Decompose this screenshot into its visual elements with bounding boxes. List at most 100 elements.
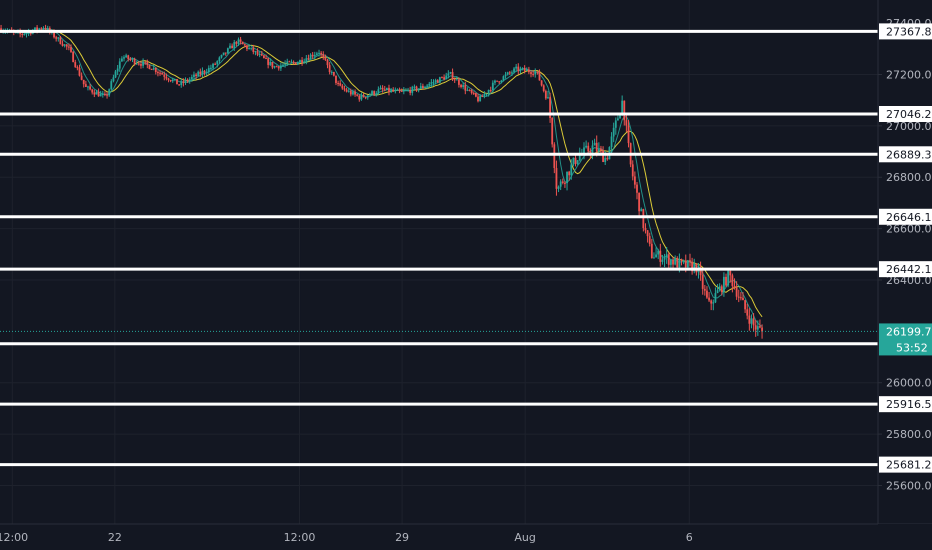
candle-body [739,297,742,299]
candle-body [320,52,323,55]
candle-body [506,72,509,75]
candle-body [445,75,448,80]
candle-body [267,58,270,65]
candle-body [657,250,660,255]
candle-body [108,89,111,96]
candle-body [443,77,446,80]
candle-body [229,45,231,49]
price-tick-label: 27000.0 [886,120,932,133]
horizontal-levels[interactable] [0,29,878,467]
candle-body [341,85,344,89]
candle-body [99,94,102,97]
candle-body [74,62,77,68]
candle-body [152,68,155,70]
level-tag-label: 26646.1 [886,211,932,224]
candle-body [129,59,132,61]
candle-body [500,80,503,83]
candle-body [265,58,267,60]
candle-body [328,65,331,73]
candle-body [339,83,342,86]
candle-body [214,63,217,65]
candle-body [72,51,75,63]
candle-body [436,80,439,83]
candle-body [574,157,577,164]
candle-body [449,72,452,74]
candle-body [392,89,395,92]
candle-body [481,96,484,98]
candle-body [303,61,306,63]
candle-body [63,44,66,46]
candle-body [729,270,732,276]
candle-body [235,42,238,44]
candle-body [288,61,291,63]
candle-body [294,62,297,65]
candle-body [663,257,666,260]
candle-body [34,27,36,31]
candle-body [133,58,136,64]
candle-body [417,88,420,91]
candle-body [585,145,588,148]
candle-body [394,89,397,92]
candle-body [477,96,479,102]
candle-body [220,54,223,58]
candle-body [405,90,407,92]
candle-body [521,67,524,69]
candle-body [604,158,607,163]
candle-body [735,287,738,297]
candle-body [184,79,187,83]
candle-body [95,91,98,95]
level-price-tags: 27367.827046.226889.326646.126442.126151… [879,23,932,473]
candle-body [112,77,115,82]
candle-body [381,87,384,90]
candle-body [396,89,399,91]
candle-body [254,51,257,53]
candle-body [706,290,708,298]
candle-body [593,142,596,146]
candle-body [650,243,653,259]
candle-body [93,92,96,95]
candle-body [731,275,734,286]
candle-body [311,54,314,57]
candle-body [167,78,170,81]
candle-body [337,82,340,84]
candle-body [173,79,176,81]
candle-body [36,27,39,31]
candle-body [116,68,119,72]
candle-body [517,66,520,72]
candle-body [748,315,751,324]
candle-body [330,71,333,73]
candle-body [326,59,329,66]
candle-body [301,60,303,63]
candle-body [693,263,696,272]
candle-body [165,76,168,79]
candle-body [568,171,571,176]
candle-body [636,184,638,193]
candle-body [407,89,409,91]
candle-body [199,71,202,75]
candle-body [252,47,255,52]
candle-body [282,64,284,66]
candle-body [689,260,691,262]
candle-body [703,288,706,291]
candle-body [104,93,106,95]
candle-body [305,58,308,62]
candle-body [670,259,672,265]
candle-body [483,94,486,97]
candle-body [161,73,164,75]
candle-body [614,120,617,128]
time-tick-label: 12:00 [284,531,316,544]
level-tag-box [879,396,932,413]
candle-body [447,73,450,76]
candle-body [176,79,178,85]
candle-body [750,318,753,324]
candle-body [409,89,412,93]
candle-body [591,145,594,153]
last-price-tag: 26199.7 53:52 [879,323,932,356]
time-axis-background[interactable] [0,524,932,550]
candle-body [489,89,492,91]
candle-body [619,114,621,119]
candle-body [653,257,655,259]
level-tag-box [879,146,932,163]
candle-body [612,127,615,137]
